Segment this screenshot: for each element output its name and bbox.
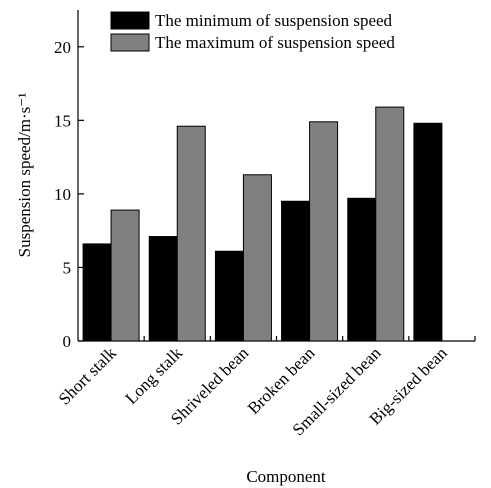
y-tick-label: 10 [54,185,71,204]
legend-label: The maximum of suspension speed [155,33,395,52]
y-tick-label: 15 [54,111,71,130]
bar [281,200,311,342]
bar [413,122,443,342]
legend-swatch [110,33,150,52]
bar [148,236,178,342]
bar [309,121,339,342]
y-tick-label: 0 [63,332,72,351]
legend-swatch [110,11,150,30]
x-axis-label: Component [246,467,326,486]
legend-label: The minimum of suspension speed [155,11,393,30]
x-tick-label: Long stalk [122,343,187,408]
y-tick-label: 5 [63,258,72,277]
y-tick-label: 20 [54,38,71,57]
bar [110,209,140,342]
legend: The minimum of suspension speed The maxim… [110,11,395,52]
bar [214,250,244,342]
x-tick-label: Short stalk [55,343,121,409]
bar [375,106,405,342]
bar [347,197,377,342]
bar [242,174,272,342]
bar [176,125,206,342]
bar [82,243,112,342]
y-axis-label: Suspension speed/m·s⁻¹ [15,93,34,258]
